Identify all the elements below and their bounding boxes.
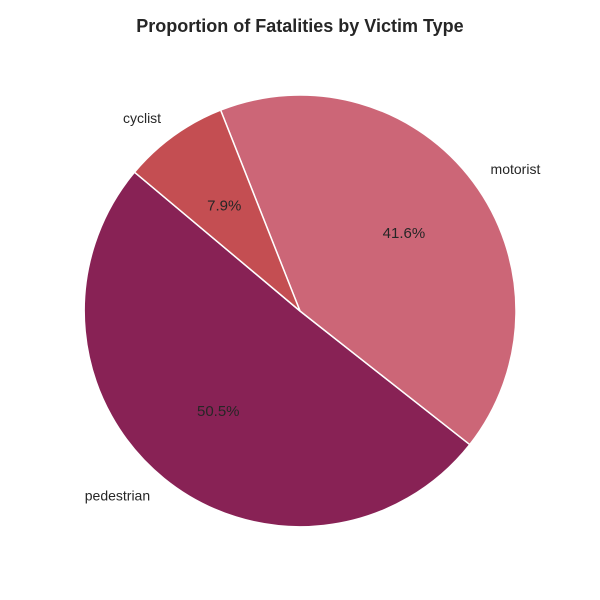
chart-title: Proportion of Fatalities by Victim Type — [136, 16, 463, 36]
slices-layer — [83, 94, 517, 528]
pie-slice-motorist — [219, 94, 517, 446]
pct-label-motorist: 41.6% — [383, 225, 426, 242]
pie-slice-pedestrian — [83, 171, 471, 528]
pie-slice-cyclist — [133, 109, 301, 312]
pct-label-pedestrian: 50.5% — [197, 403, 240, 420]
slice-label-cyclist: cyclist — [123, 110, 161, 126]
slice-label-pedestrian: pedestrian — [85, 487, 150, 503]
pct-label-cyclist: 7.9% — [207, 197, 241, 214]
slice-label-motorist: motorist — [491, 161, 541, 177]
labels-layer: 50.5% pedestrian 41.6% motorist 7.9% cyclist — [85, 110, 541, 503]
